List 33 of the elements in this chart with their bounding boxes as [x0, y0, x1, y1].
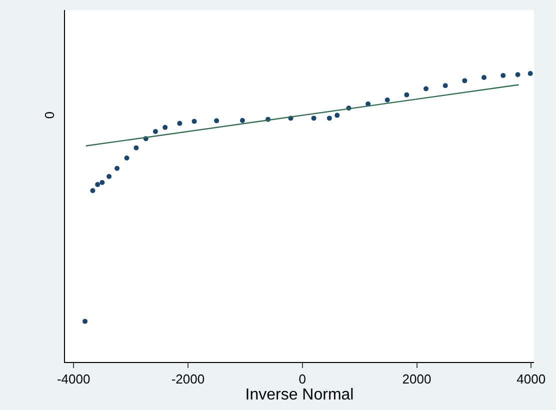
point: [106, 174, 112, 179]
point: [528, 70, 533, 76]
point: [134, 145, 139, 150]
point: [334, 112, 340, 118]
point: [482, 75, 487, 80]
point: [162, 124, 168, 130]
point: [124, 156, 130, 161]
x-tick-label: -4000: [56, 372, 90, 387]
point: [152, 128, 158, 134]
point: [424, 86, 429, 92]
x-tick-label: -2000: [171, 372, 205, 387]
point: [500, 73, 506, 78]
point: [82, 318, 88, 324]
point: [90, 188, 96, 194]
point: [177, 120, 182, 126]
point: [311, 116, 316, 121]
point: [326, 116, 332, 121]
x-tick-label: 0: [298, 372, 306, 387]
x-tick-label: 2000: [402, 372, 432, 387]
point: [192, 118, 197, 124]
point: [95, 182, 100, 188]
text: 0: [42, 112, 58, 119]
point: [462, 78, 468, 84]
point: [240, 118, 245, 123]
point: [114, 166, 120, 171]
point: [404, 92, 410, 98]
point: [100, 180, 105, 186]
x-axis-title: Inverse Normal: [245, 386, 354, 404]
point: [515, 72, 520, 78]
point: [214, 118, 220, 124]
point: [442, 83, 448, 88]
x-tick-label: 4000: [516, 372, 546, 387]
point: [384, 98, 390, 103]
